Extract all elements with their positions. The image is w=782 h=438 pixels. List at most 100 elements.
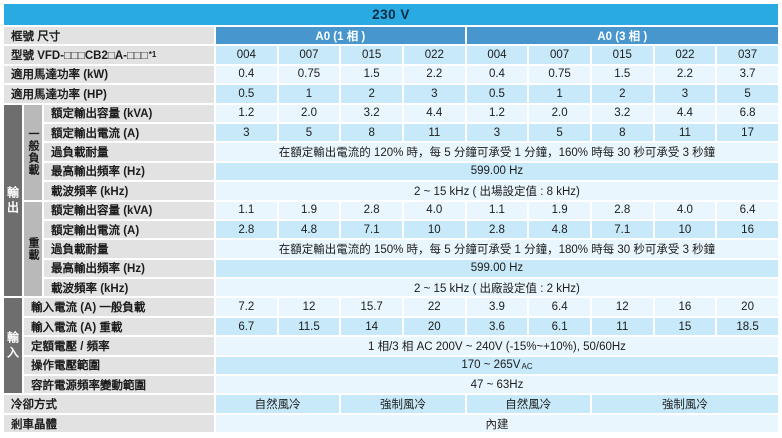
input-current-value: 15.7: [341, 298, 402, 316]
brake-transistor-value: 內建: [216, 414, 778, 433]
motor-hp-value: 0.5: [466, 85, 528, 103]
frame-size-label: 框號 尺寸: [4, 27, 214, 45]
carrier-freq-label: 載波頻率 (kHz): [44, 279, 214, 297]
current-value: 10: [654, 220, 716, 239]
input-current-value: 6.4: [529, 298, 590, 316]
rated-output-current-label: 額定輸出電流 (A): [44, 220, 214, 239]
motor-kw-label: 適用馬達功率 (kW): [4, 65, 214, 84]
overload-label: 過負載耐量: [44, 143, 214, 161]
overload-value: 在額定輸出電流的 120% 時，每 5 分鐘可承受 1 分鐘，160% 時每 3…: [216, 143, 778, 161]
frame-row: 框號 尺寸 A0 (1 相 ) A0 (3 相 ): [4, 27, 778, 45]
capacity-value: 4.4: [403, 104, 465, 122]
current-value: 7.1: [341, 220, 402, 239]
heavy-load-label: 重載: [24, 201, 42, 297]
motor-kw-value: 2.2: [654, 65, 716, 84]
capacity-value: 6.4: [717, 201, 778, 219]
current-value: 3: [466, 123, 528, 142]
input-group-label: 輸入: [4, 298, 22, 394]
rated-voltage-value: 1 相/3 相 AC 200V ~ 240V (-15%~+10%), 50/6…: [216, 337, 778, 355]
normal-current-row: 額定輸出電流 (A) 3 5 8 11 3 5 8 11 17: [44, 123, 778, 142]
input-current-value: 20: [717, 298, 778, 316]
freq-tolerance-label: 容許電源頻率變動範圍: [24, 376, 214, 394]
capacity-value: 3.2: [341, 104, 402, 122]
output-body: 一般負載 額定輸出容量 (kVA) 1.2 2.0 3.2 4.4 1.2 2.…: [24, 104, 778, 297]
overload-value: 在額定輸出電流的 150% 時，每 5 分鐘可承受 1 分鐘，180% 時每 3…: [216, 240, 778, 258]
current-value: 3: [216, 123, 277, 142]
overload-label: 過負載耐量: [44, 240, 214, 258]
input-current-value: 11: [591, 317, 653, 336]
motor-hp-value: 2: [341, 85, 402, 103]
capacity-value: 2.8: [591, 201, 653, 219]
motor-kw-value: 0.4: [466, 65, 528, 84]
operating-voltage-value: 170 ~ 265V AC: [216, 356, 778, 375]
input-current-value: 20: [403, 317, 465, 336]
motor-kw-value: 3.7: [717, 65, 778, 84]
input-current-value: 16: [654, 298, 716, 316]
rated-output-capacity-label: 額定輸出容量 (kVA): [44, 104, 214, 122]
cooling-value: 強制風冷: [341, 395, 465, 413]
normal-carrier-row: 載波頻率 (kHz) 2 ~ 15 kHz ( 出場設定值 : 8 kHz): [44, 182, 778, 200]
input-section: 輸入 輸入電流 (A) 一般負載 7.2 12 15.7 22 3.9 6.4 …: [4, 298, 778, 394]
output-group-label: 輸出: [4, 104, 22, 297]
current-value: 17: [717, 123, 778, 142]
operating-voltage-text: 170 ~ 265V: [461, 359, 521, 372]
input-current-value: 18.5: [717, 317, 778, 336]
input-current-value: 12: [591, 298, 653, 316]
output-heavy-subsection: 重載 額定輸出容量 (kVA) 1.1 1.9 2.8 4.0 1.1 1.9 …: [24, 201, 778, 297]
model-label: 型號 VFD-□□□CB2□A-□□□ *1: [4, 46, 214, 64]
brake-row: 剎車晶體 內建: [4, 414, 778, 433]
normal-load-label: 一般負載: [24, 104, 42, 200]
freq-tolerance-row: 容許電源頻率變動範圍 47 ~ 63Hz: [24, 376, 778, 394]
rated-output-current-label: 額定輸出電流 (A): [44, 123, 214, 142]
current-value: 16: [717, 220, 778, 239]
capacity-value: 4.4: [654, 104, 716, 122]
operating-voltage-sub: AC: [521, 362, 533, 372]
motor-hp-value: 0.5: [216, 85, 277, 103]
capacity-value: 6.8: [717, 104, 778, 122]
motor-hp-row: 適用馬達功率 (HP) 0.5 1 2 3 0.5 1 2 3 5: [4, 85, 778, 103]
model-label-text: 型號 VFD-□□□CB2□A-□□□: [11, 50, 148, 63]
current-value: 4.8: [278, 220, 340, 239]
input-current-value: 22: [403, 298, 465, 316]
output-section: 輸出 一般負載 額定輸出容量 (kVA) 1.2 2.0 3.2 4.4 1.2…: [4, 104, 778, 297]
model-value: 022: [403, 46, 465, 64]
model-value: 004: [216, 46, 277, 64]
output-normal-subsection: 一般負載 額定輸出容量 (kVA) 1.2 2.0 3.2 4.4 1.2 2.…: [24, 104, 778, 200]
motor-hp-value: 3: [654, 85, 716, 103]
cooling-value: 強制風冷: [591, 395, 778, 413]
input-current-heavy-label: 輸入電流 (A) 重載: [24, 317, 214, 336]
max-output-freq-label: 最高輸出頻率 (Hz): [44, 162, 214, 181]
model-value: 037: [717, 46, 778, 64]
motor-hp-value: 5: [717, 85, 778, 103]
input-current-value: 6.1: [529, 317, 590, 336]
motor-kw-row: 適用馬達功率 (kW) 0.4 0.75 1.5 2.2 0.4 0.75 1.…: [4, 65, 778, 84]
input-current-value: 14: [341, 317, 402, 336]
input-body: 輸入電流 (A) 一般負載 7.2 12 15.7 22 3.9 6.4 12 …: [24, 298, 778, 394]
input-current-normal-row: 輸入電流 (A) 一般負載 7.2 12 15.7 22 3.9 6.4 12 …: [24, 298, 778, 316]
motor-kw-value: 0.75: [529, 65, 590, 84]
cooling-label: 冷卻方式: [4, 395, 214, 413]
heavy-max-freq-row: 最高輸出頻率 (Hz) 599.00 Hz: [44, 259, 778, 278]
heavy-current-row: 額定輸出電流 (A) 2.8 4.8 7.1 10 2.8 4.8 7.1 10…: [44, 220, 778, 239]
current-value: 11: [654, 123, 716, 142]
motor-hp-label: 適用馬達功率 (HP): [4, 85, 214, 103]
model-value: 007: [529, 46, 590, 64]
model-value: 007: [278, 46, 340, 64]
capacity-value: 1.9: [278, 201, 340, 219]
current-value: 2.8: [216, 220, 277, 239]
input-current-value: 3.6: [466, 317, 528, 336]
cooling-value: 自然風冷: [216, 395, 340, 413]
model-footnote-marker: *1: [148, 50, 157, 60]
input-current-value: 3.9: [466, 298, 528, 316]
current-value: 8: [591, 123, 653, 142]
freq-tolerance-value: 47 ~ 63Hz: [216, 376, 778, 394]
brake-transistor-label: 剎車晶體: [4, 414, 214, 433]
normal-capacity-row: 額定輸出容量 (kVA) 1.2 2.0 3.2 4.4 1.2 2.0 3.2…: [44, 104, 778, 122]
capacity-value: 1.1: [216, 201, 277, 219]
phase3-header: A0 (3 相 ): [466, 27, 778, 45]
current-value: 5: [278, 123, 340, 142]
capacity-value: 1.2: [466, 104, 528, 122]
input-current-value: 11.5: [278, 317, 340, 336]
motor-kw-value: 1.5: [591, 65, 653, 84]
